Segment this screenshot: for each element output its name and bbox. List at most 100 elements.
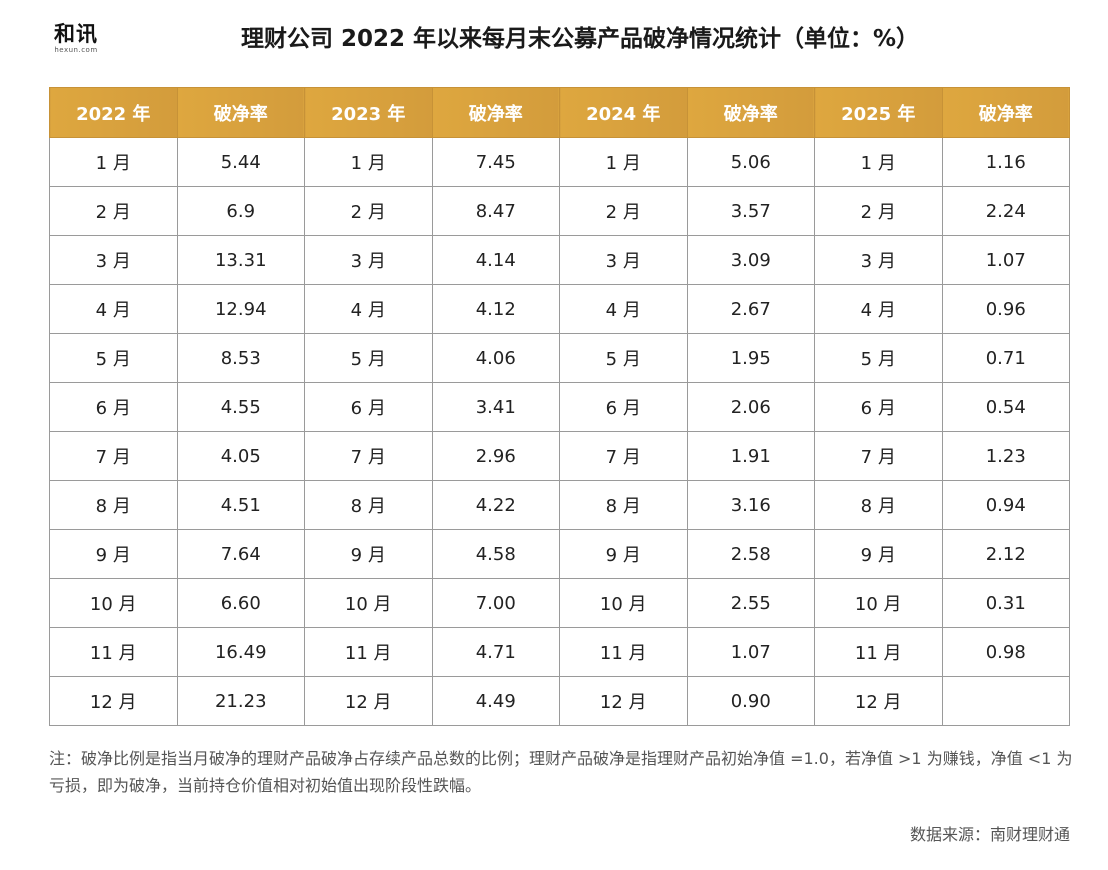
- cell-month-2022: 7 月: [49, 431, 178, 481]
- header-year-2024: 2024 年: [559, 87, 688, 138]
- cell-month-2025: 4 月: [814, 284, 943, 334]
- cell-month-2022: 10 月: [49, 578, 178, 628]
- table-row: 6 月 4.55 6 月 3.41 6 月 2.06 6 月 0.54: [49, 382, 1070, 432]
- table-row: 8 月 4.51 8 月 4.22 8 月 3.16 8 月 0.94: [49, 480, 1070, 530]
- cell-rate-2025: 0.31: [941, 578, 1070, 628]
- cell-rate-2022: 21.23: [176, 676, 305, 726]
- cell-month-2025: 1 月: [814, 137, 943, 187]
- cell-month-2024: 8 月: [559, 480, 688, 530]
- header-rate-2023: 破净率: [431, 87, 560, 138]
- cell-rate-2022: 7.64: [176, 529, 305, 579]
- cell-month-2025: 5 月: [814, 333, 943, 383]
- cell-rate-2024: 1.95: [686, 333, 815, 383]
- cell-month-2024: 6 月: [559, 382, 688, 432]
- cell-rate-2022: 4.05: [176, 431, 305, 481]
- cell-rate-2023: 2.96: [431, 431, 560, 481]
- cell-month-2022: 3 月: [49, 235, 178, 285]
- cell-rate-2025: 0.94: [941, 480, 1070, 530]
- cell-rate-2024: 3.57: [686, 186, 815, 236]
- cell-month-2022: 5 月: [49, 333, 178, 383]
- cell-month-2023: 12 月: [304, 676, 433, 726]
- cell-rate-2023: 3.41: [431, 382, 560, 432]
- cell-rate-2023: 4.12: [431, 284, 560, 334]
- cell-rate-2025: 0.71: [941, 333, 1070, 383]
- cell-month-2025: 12 月: [814, 676, 943, 726]
- cell-month-2025: 9 月: [814, 529, 943, 579]
- cell-month-2024: 2 月: [559, 186, 688, 236]
- cell-month-2024: 4 月: [559, 284, 688, 334]
- cell-rate-2025: 1.23: [941, 431, 1070, 481]
- cell-rate-2022: 4.51: [176, 480, 305, 530]
- cell-month-2023: 7 月: [304, 431, 433, 481]
- cell-rate-2022: 6.60: [176, 578, 305, 628]
- cell-month-2024: 7 月: [559, 431, 688, 481]
- cell-rate-2024: 1.91: [686, 431, 815, 481]
- cell-month-2025: 8 月: [814, 480, 943, 530]
- logo-domain: hexun.com: [54, 46, 98, 54]
- table-row: 11 月 16.49 11 月 4.71 11 月 1.07 11 月 0.98: [49, 627, 1070, 677]
- cell-rate-2024: 3.09: [686, 235, 815, 285]
- cell-rate-2023: 4.49: [431, 676, 560, 726]
- cell-month-2022: 2 月: [49, 186, 178, 236]
- cell-rate-2024: 2.67: [686, 284, 815, 334]
- cell-rate-2023: 7.45: [431, 137, 560, 187]
- cell-rate-2024: 2.55: [686, 578, 815, 628]
- cell-rate-2022: 5.44: [176, 137, 305, 187]
- cell-rate-2024: 1.07: [686, 627, 815, 677]
- cell-rate-2025: 0.96: [941, 284, 1070, 334]
- cell-month-2023: 8 月: [304, 480, 433, 530]
- cell-month-2022: 6 月: [49, 382, 178, 432]
- header-rate-2022: 破净率: [176, 87, 305, 138]
- table-row: 7 月 4.05 7 月 2.96 7 月 1.91 7 月 1.23: [49, 431, 1070, 481]
- cell-month-2023: 5 月: [304, 333, 433, 383]
- cell-rate-2025: [941, 676, 1070, 726]
- table-header-row: 2022 年 破净率 2023 年 破净率 2024 年 破净率 2025 年 …: [49, 87, 1070, 138]
- logo-mark: 和讯: [54, 22, 98, 46]
- cell-rate-2023: 4.14: [431, 235, 560, 285]
- cell-rate-2022: 4.55: [176, 382, 305, 432]
- cell-month-2025: 11 月: [814, 627, 943, 677]
- page-title: 理财公司 2022 年以来每月末公募产品破净情况统计（单位：%）: [240, 26, 920, 52]
- table-row: 5 月 8.53 5 月 4.06 5 月 1.95 5 月 0.71: [49, 333, 1070, 383]
- data-source: 数据来源：南财理财通: [909, 825, 1070, 844]
- cell-rate-2022: 8.53: [176, 333, 305, 383]
- breakeven-rate-table: 2022 年 破净率 2023 年 破净率 2024 年 破净率 2025 年 …: [49, 87, 1070, 726]
- cell-month-2023: 1 月: [304, 137, 433, 187]
- cell-month-2024: 3 月: [559, 235, 688, 285]
- cell-month-2025: 7 月: [814, 431, 943, 481]
- cell-month-2023: 6 月: [304, 382, 433, 432]
- cell-rate-2025: 2.24: [941, 186, 1070, 236]
- cell-month-2023: 4 月: [304, 284, 433, 334]
- table-row: 4 月 12.94 4 月 4.12 4 月 2.67 4 月 0.96: [49, 284, 1070, 334]
- cell-rate-2023: 4.22: [431, 480, 560, 530]
- cell-month-2022: 9 月: [49, 529, 178, 579]
- cell-month-2023: 2 月: [304, 186, 433, 236]
- cell-month-2022: 4 月: [49, 284, 178, 334]
- cell-rate-2024: 2.58: [686, 529, 815, 579]
- cell-rate-2024: 0.90: [686, 676, 815, 726]
- footnote: 注：破净比例是指当月破净的理财产品破净占存续产品总数的比例；理财产品破净是指理财…: [49, 749, 1073, 795]
- cell-month-2024: 5 月: [559, 333, 688, 383]
- header-year-2023: 2023 年: [304, 87, 433, 138]
- cell-rate-2025: 0.98: [941, 627, 1070, 677]
- table-row: 10 月 6.60 10 月 7.00 10 月 2.55 10 月 0.31: [49, 578, 1070, 628]
- cell-month-2024: 10 月: [559, 578, 688, 628]
- cell-month-2023: 9 月: [304, 529, 433, 579]
- header-rate-2024: 破净率: [686, 87, 815, 138]
- cell-rate-2022: 16.49: [176, 627, 305, 677]
- cell-rate-2022: 12.94: [176, 284, 305, 334]
- cell-rate-2023: 8.47: [431, 186, 560, 236]
- cell-month-2024: 11 月: [559, 627, 688, 677]
- cell-month-2022: 1 月: [49, 137, 178, 187]
- cell-month-2024: 1 月: [559, 137, 688, 187]
- cell-rate-2022: 6.9: [176, 186, 305, 236]
- header-year-2022: 2022 年: [49, 87, 178, 138]
- cell-month-2024: 12 月: [559, 676, 688, 726]
- table-body: 1 月 5.44 1 月 7.45 1 月 5.06 1 月 1.16 2 月 6.9 2 月 8.4…: [49, 137, 1070, 726]
- cell-month-2022: 11 月: [49, 627, 178, 677]
- table-row: 2 月 6.9 2 月 8.47 2 月 3.57 2 月 2.24: [49, 186, 1070, 236]
- header-year-2025: 2025 年: [814, 87, 943, 138]
- cell-month-2023: 3 月: [304, 235, 433, 285]
- cell-rate-2025: 1.07: [941, 235, 1070, 285]
- cell-month-2023: 10 月: [304, 578, 433, 628]
